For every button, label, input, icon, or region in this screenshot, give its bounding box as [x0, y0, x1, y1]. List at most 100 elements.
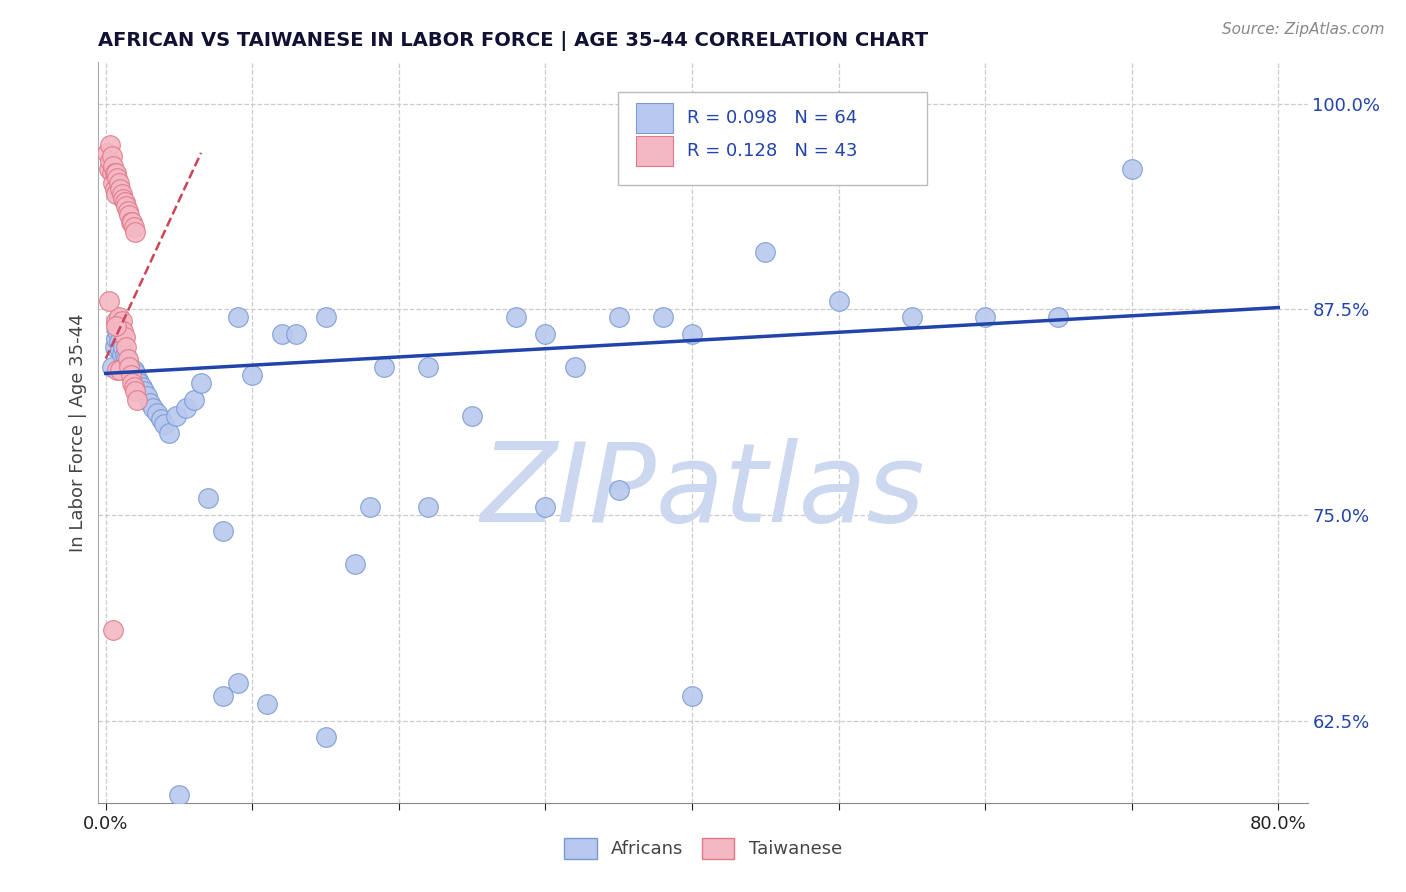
Point	[176, 401, 198, 415]
Point	[103, 182, 125, 196]
Point	[100, 359, 122, 374]
Point	[165, 409, 187, 424]
Point	[101, 176, 124, 190]
Point	[226, 675, 249, 690]
FancyBboxPatch shape	[619, 92, 927, 185]
FancyBboxPatch shape	[637, 136, 672, 166]
Point	[125, 392, 148, 407]
Point	[121, 215, 143, 229]
Point	[115, 351, 138, 366]
Point	[127, 373, 149, 387]
Point	[96, 145, 118, 160]
Point	[108, 335, 131, 350]
FancyBboxPatch shape	[637, 103, 672, 133]
Point	[681, 689, 703, 703]
Point	[132, 384, 155, 399]
Point	[418, 500, 440, 514]
Point	[120, 368, 142, 382]
Point	[146, 406, 169, 420]
Point	[418, 359, 440, 374]
Point	[107, 170, 129, 185]
Point	[105, 166, 128, 180]
Point	[212, 524, 235, 539]
Point	[681, 326, 703, 341]
Point	[359, 500, 381, 514]
Text: R = 0.098   N = 64: R = 0.098 N = 64	[688, 109, 858, 127]
Text: R = 0.128   N = 43: R = 0.128 N = 43	[688, 143, 858, 161]
Point	[212, 689, 235, 703]
Point	[114, 348, 136, 362]
Point	[100, 149, 122, 163]
Point	[114, 195, 136, 210]
Point	[901, 310, 924, 325]
Point	[373, 359, 395, 374]
Point	[115, 198, 138, 212]
Point	[607, 310, 630, 325]
Point	[827, 293, 849, 308]
Point	[97, 162, 120, 177]
Point	[607, 483, 630, 498]
Point	[534, 500, 557, 514]
Point	[98, 137, 121, 152]
Point	[122, 363, 145, 377]
Point	[270, 326, 292, 341]
Point	[167, 788, 190, 802]
Point	[100, 166, 122, 180]
Point	[183, 392, 205, 407]
Point	[135, 389, 157, 403]
Text: Source: ZipAtlas.com: Source: ZipAtlas.com	[1222, 22, 1385, 37]
Point	[256, 697, 278, 711]
Point	[651, 310, 673, 325]
Point	[1047, 310, 1070, 325]
Point	[117, 355, 139, 369]
Point	[121, 368, 143, 382]
Y-axis label: In Labor Force | Age 35-44: In Labor Force | Age 35-44	[69, 313, 87, 552]
Point	[101, 623, 124, 637]
Point	[124, 225, 146, 239]
Point	[107, 363, 129, 377]
Point	[103, 166, 125, 180]
Point	[97, 293, 120, 308]
Point	[124, 384, 146, 399]
Point	[534, 326, 557, 341]
Point	[285, 326, 308, 341]
Point	[117, 203, 139, 218]
Point	[122, 379, 145, 393]
Point	[105, 187, 128, 202]
Point	[343, 558, 366, 572]
Point	[111, 187, 134, 202]
Point	[226, 310, 249, 325]
Point	[112, 340, 135, 354]
Point	[157, 425, 180, 440]
Point	[118, 209, 141, 223]
Point	[115, 340, 138, 354]
Point	[120, 215, 142, 229]
Point	[128, 376, 150, 391]
Point	[153, 417, 176, 432]
Point	[564, 359, 586, 374]
Point	[105, 318, 128, 333]
Point	[197, 491, 219, 506]
Point	[118, 359, 141, 374]
Point	[111, 314, 134, 328]
Text: ZIPatlas: ZIPatlas	[481, 438, 925, 545]
Point	[1121, 162, 1143, 177]
Point	[124, 367, 146, 381]
Point	[105, 332, 128, 346]
Point	[111, 346, 134, 360]
Point	[120, 363, 142, 377]
Point	[108, 176, 131, 190]
Point	[122, 219, 145, 234]
Point	[114, 330, 136, 344]
Point	[240, 368, 263, 382]
Point	[112, 324, 135, 338]
Point	[117, 351, 139, 366]
Point	[108, 310, 131, 325]
Point	[118, 359, 141, 374]
Point	[315, 310, 337, 325]
Point	[98, 154, 121, 169]
Point	[142, 401, 165, 415]
Point	[101, 159, 124, 173]
Point	[107, 324, 129, 338]
Point	[974, 310, 997, 325]
